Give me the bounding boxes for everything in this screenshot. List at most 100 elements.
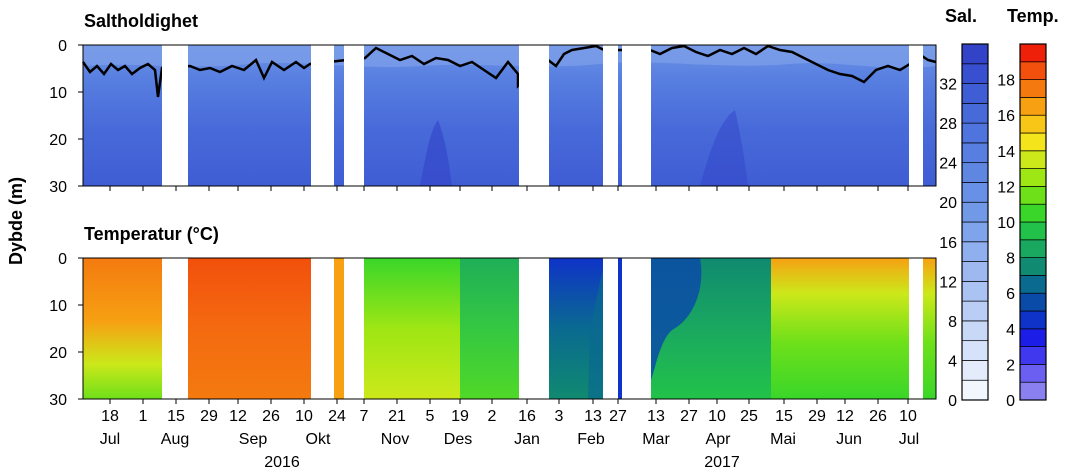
temperature-y-tick-label: 30 — [49, 392, 67, 409]
x-month-label: Mai — [770, 431, 796, 448]
temperature-y-tick-label: 0 — [58, 251, 67, 268]
data-gap — [622, 257, 651, 400]
x-day-tick-label: 15 — [167, 408, 185, 425]
data-gap — [603, 257, 618, 400]
data-gap — [311, 257, 334, 400]
temperature-segment-may-jun-2017 — [771, 258, 909, 399]
temperature-colorbar-tick-label: 8 — [1006, 251, 1015, 268]
x-month-label: Aug — [161, 431, 189, 448]
salinity-colorbar-tick-label: 20 — [939, 195, 957, 212]
salinity-colorbar-cell — [961, 63, 989, 84]
data-gap — [344, 257, 364, 400]
salinity-y-tick-label: 10 — [49, 85, 67, 102]
temperature-colorbar-label: Temp. — [1007, 6, 1059, 26]
temperature-cold-tongue — [588, 270, 603, 399]
temperature-colorbar-tick-label: 2 — [1006, 357, 1015, 374]
x-month-label: Sep — [239, 431, 268, 448]
temperature-colorbar-cell — [1019, 132, 1047, 152]
temperature-colorbar-tick-label: 10 — [997, 215, 1015, 232]
temperature-colorbar-cell — [1019, 257, 1047, 276]
salinity-colorbar-tick-label: 12 — [939, 274, 957, 291]
x-day-tick-label: 27 — [680, 408, 698, 425]
x-day-tick-label: 2 — [488, 408, 497, 425]
temperature-segment-oct-2016 — [334, 258, 344, 399]
temperature-segment-jan-2017 — [460, 258, 519, 399]
x-day-tick-label: 26 — [262, 408, 280, 425]
salinity-colorbar-tick-label: 24 — [939, 156, 957, 173]
x-month-label: Nov — [381, 431, 409, 448]
x-day-tick-label: 16 — [518, 408, 536, 425]
temperature-colorbar-cell — [1019, 203, 1047, 223]
x-day-tick-label: 10 — [295, 408, 313, 425]
x-month-label: Jul — [899, 431, 919, 448]
temperature-colorbar-tick-label: 4 — [1006, 322, 1015, 339]
salinity-colorbar-tick-label: 4 — [948, 353, 957, 370]
temperature-colorbar-cell — [1019, 150, 1047, 169]
x-day-tick-label: 19 — [451, 408, 469, 425]
y-axis-label: Dybde (m) — [6, 177, 26, 265]
x-day-tick-label: 10 — [899, 408, 917, 425]
salinity-y-tick-label: 20 — [49, 132, 67, 149]
temperature-colorbar-cell — [1019, 310, 1047, 330]
temperature-colorbar-cell — [1019, 186, 1047, 205]
x-day-tick-label: 12 — [229, 408, 247, 425]
salinity-colorbar-cell — [961, 340, 989, 361]
x-day-tick-label: 24 — [328, 408, 346, 425]
x-day-tick-label: 26 — [869, 408, 887, 425]
data-gap — [622, 44, 651, 187]
temperature-colorbar-cell — [1019, 114, 1047, 134]
temperature-segment-jul-2017 — [923, 258, 936, 399]
x-month-label: Mar — [642, 431, 670, 448]
x-day-tick-label: 18 — [101, 408, 119, 425]
x-month-label: Jun — [836, 431, 862, 448]
data-gaps — [162, 44, 923, 400]
temperature-colorbar-cell — [1019, 346, 1047, 365]
x-day-tick-label: 13 — [647, 408, 665, 425]
temperature-segment-late-feb-2017 — [618, 258, 622, 399]
temperature-y-tick-label: 20 — [49, 345, 67, 362]
temperature-colorbar-tick-label: 0 — [1006, 393, 1015, 410]
salinity-panel-title: Saltholdighet — [84, 11, 198, 31]
x-month-label: Jan — [514, 431, 540, 448]
salinity-colorbar-frame — [961, 43, 989, 401]
salinity-colorbar-cell — [961, 280, 989, 302]
x-day-tick-label: 1 — [139, 408, 148, 425]
temperature-colorbar-cell — [1019, 239, 1047, 258]
temperature-colorbar-cell — [1019, 292, 1047, 312]
salinity-colorbar-cell — [961, 241, 989, 262]
x-day-tick-label: 15 — [775, 408, 793, 425]
salinity-colorbar-cell — [961, 300, 989, 322]
salinity-colorbar-cell — [961, 122, 989, 144]
temperature-colorbar-cell — [1019, 221, 1047, 241]
x-day-tick-label: 21 — [388, 408, 406, 425]
temperature-colorbar-tick-label: 12 — [997, 179, 1015, 196]
salinity-plot-frame — [82, 44, 937, 187]
temperature-colorbar-cell — [1019, 43, 1047, 63]
salinity-colorbar-cell — [961, 142, 989, 164]
axes: 0 10 20 30 0 10 20 30 18 1 15 29 12 26 10 24 7 21 5 19 2 16 3 1… — [49, 38, 919, 471]
data-gap — [162, 257, 188, 400]
x-day-tick-label: 7 — [360, 408, 369, 425]
temperature-segment-aug-oct-2016 — [188, 258, 311, 399]
data-gap — [909, 257, 923, 400]
salinity-colorbar-cell — [961, 261, 989, 282]
x-month-label: Jul — [100, 431, 120, 448]
x-day-tick-label: 3 — [555, 408, 564, 425]
salinity-colorbar-tick-label: 8 — [948, 314, 957, 331]
salinity-deep-streak — [420, 120, 452, 186]
x-day-tick-label: 29 — [200, 408, 218, 425]
x-day-tick-label: 25 — [740, 408, 758, 425]
temperature-segment-jul-2016 — [83, 258, 162, 399]
temperature-colorbar-frame — [1019, 43, 1047, 401]
temperature-heatmap — [83, 258, 936, 399]
x-month-label: Apr — [706, 431, 732, 448]
salinity-colorbar-cell — [961, 360, 989, 381]
temperature-y-tick-label: 10 — [49, 298, 67, 315]
temperature-colorbar-cell — [1019, 364, 1047, 383]
salinity-colorbar-cell — [961, 102, 989, 124]
x-day-tick-label: 10 — [708, 408, 726, 425]
temperature-colorbar-tick-label: 16 — [997, 108, 1015, 125]
temperature-colorbar-cell — [1019, 275, 1047, 294]
